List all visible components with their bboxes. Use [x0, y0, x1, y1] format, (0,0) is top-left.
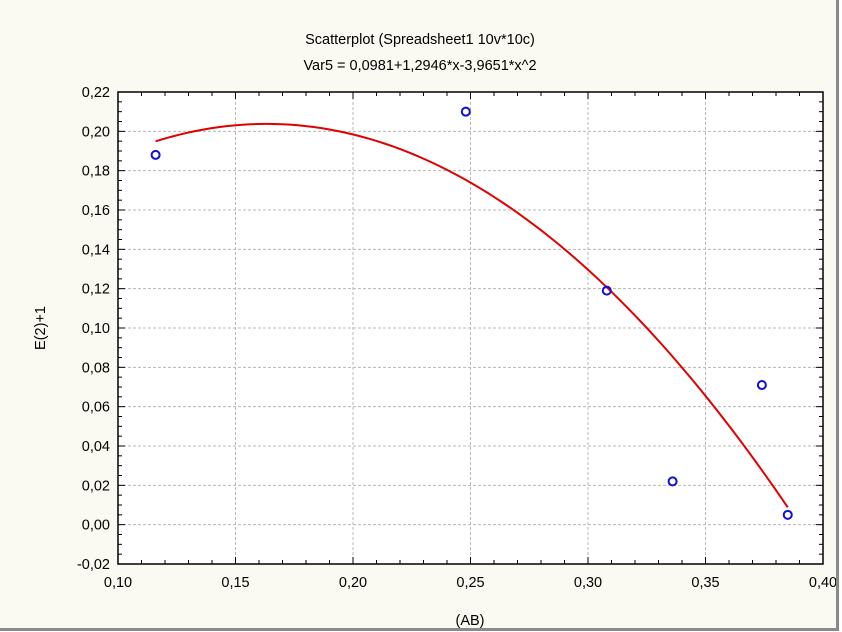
- data-point: [667, 476, 678, 487]
- y-tick-label: 0,14: [82, 242, 110, 258]
- tick-labels: 0,10 0,15 0,20 0,25 0,30 0,35 0,40 -0,02 0,00 0,0…: [77, 85, 836, 591]
- grid: [118, 92, 823, 564]
- y-tick-label: 0,10: [82, 321, 110, 337]
- y-tick-label: 0,04: [82, 439, 110, 455]
- y-tick-label: 0,22: [82, 85, 110, 101]
- chart-subtitle: Var5 = 0,0981+1,2946*x-3,9651*x^2: [303, 58, 536, 74]
- y-tick-label: 0,08: [82, 360, 110, 376]
- fit-curve: [155, 122, 789, 508]
- data-point: [782, 509, 793, 520]
- x-tick-label: 0,35: [691, 575, 719, 591]
- x-tick-label: 0,25: [456, 575, 484, 591]
- x-tick-label: 0,15: [221, 575, 249, 591]
- y-axis-label: E(2)+1: [33, 306, 49, 350]
- data-point: [460, 106, 471, 117]
- x-tick-label: 0,20: [339, 575, 367, 591]
- data-point: [150, 149, 161, 160]
- data-point: [601, 285, 612, 296]
- chart-title: Scatterplot (Spreadsheet1 10v*10c): [305, 32, 535, 48]
- plot-border: [117, 91, 824, 565]
- y-tick-label: 0,16: [82, 203, 110, 219]
- x-tick-label: 0,10: [104, 575, 132, 591]
- y-tick-label: -0,02: [77, 557, 110, 573]
- data-point: [756, 380, 767, 391]
- data-points: [150, 106, 793, 520]
- x-tick-label: 0,40: [809, 575, 836, 591]
- x-tick-label: 0,30: [574, 575, 602, 591]
- y-tick-label: 0,12: [82, 282, 110, 298]
- y-tick-label: 0,00: [82, 518, 110, 534]
- y-tick-label: 0,06: [82, 400, 110, 416]
- y-tick-label: 0,20: [82, 124, 110, 140]
- y-tick-label: 0,18: [82, 164, 110, 180]
- y-tick-label: 0,02: [82, 478, 110, 494]
- x-axis-label: (AB): [456, 613, 485, 628]
